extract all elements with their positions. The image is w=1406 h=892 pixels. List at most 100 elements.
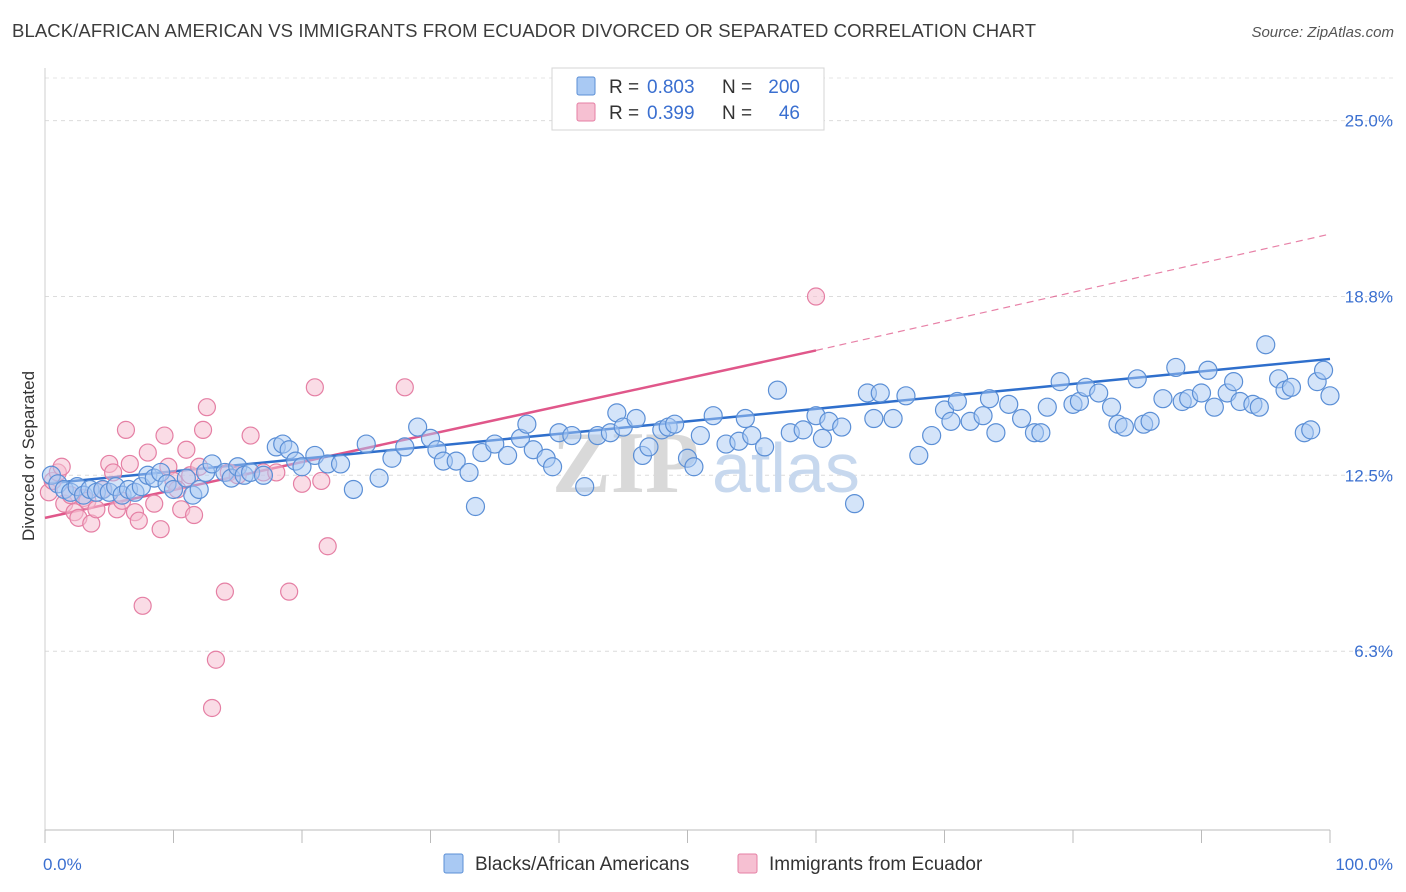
stats-legend-box — [551, 67, 825, 131]
trendline-ecuador-extension — [815, 233, 1331, 352]
point-black-71 — [665, 414, 685, 434]
point-black-74 — [690, 425, 710, 446]
point-black-138 — [1313, 360, 1334, 380]
legend-r-label-1: R = — [609, 103, 639, 124]
legend-swatch-0 — [576, 76, 596, 96]
point-black-98 — [947, 391, 967, 412]
point-black-58 — [542, 457, 563, 477]
y-axis-label: Divorced or Separated — [19, 371, 38, 541]
series-black-points — [41, 335, 1340, 517]
point-black-40 — [356, 434, 376, 454]
point-black-95 — [922, 425, 942, 446]
gridlines — [45, 77, 1395, 652]
point-black-92 — [883, 408, 903, 429]
point-black-66 — [626, 408, 646, 429]
y-tick-labels: 6.3% 12.5% 18.8% 25.0% — [1345, 112, 1393, 662]
legend-n-label-1: N = — [722, 103, 752, 124]
point-black-90 — [864, 408, 884, 429]
point-black-120 — [1166, 357, 1186, 378]
point-black-102 — [986, 423, 1006, 443]
point-ecuador-50 — [806, 287, 826, 306]
point-black-118 — [1140, 411, 1160, 431]
point-black-130 — [1249, 397, 1269, 417]
point-black-107 — [1037, 397, 1057, 417]
point-ecuador-18 — [120, 454, 139, 474]
point-black-55 — [517, 414, 537, 434]
point-black-68 — [639, 437, 659, 457]
point-ecuador-45 — [292, 474, 312, 493]
point-ecuador-32 — [184, 505, 204, 525]
series-ecuador-points — [39, 287, 826, 718]
point-ecuador-21 — [133, 596, 152, 615]
point-black-75 — [703, 406, 723, 426]
legend-swatch-black — [443, 853, 464, 874]
point-ecuador-20 — [129, 511, 148, 530]
point-black-97 — [941, 411, 961, 431]
x-tick-labels: 0.0% 100.0% — [43, 855, 1393, 874]
legend-swatch-1 — [576, 102, 596, 122]
point-black-88 — [844, 494, 865, 514]
y-tick-label-0: 6.3% — [1354, 642, 1393, 661]
point-black-30 — [253, 465, 274, 485]
point-ecuador-30 — [177, 440, 196, 459]
point-black-100 — [973, 406, 993, 426]
series-legend: Blacks/African Americans Immigrants from … — [443, 853, 983, 875]
point-black-43 — [395, 437, 415, 457]
point-black-93 — [896, 386, 916, 406]
legend-n-value-1: 46 — [779, 103, 800, 124]
point-black-112 — [1089, 383, 1109, 403]
point-black-108 — [1050, 372, 1070, 392]
point-black-87 — [832, 417, 852, 437]
point-black-134 — [1281, 377, 1302, 397]
axes — [44, 68, 1331, 843]
point-black-42 — [382, 448, 402, 468]
point-black-101 — [979, 389, 1000, 409]
point-ecuador-41 — [241, 426, 260, 445]
point-black-123 — [1191, 383, 1212, 403]
point-black-116 — [1127, 369, 1147, 389]
point-black-19 — [163, 479, 184, 500]
point-ecuador-36 — [202, 698, 222, 718]
stats-legend: R = 0.803 N = 200 R = 0.399 N = 46 — [551, 67, 825, 131]
point-black-41 — [369, 468, 389, 488]
point-black-60 — [562, 425, 582, 446]
chart-title: BLACK/AFRICAN AMERICAN VS IMMIGRANTS FRO… — [12, 20, 1037, 41]
legend-label-black: Blacks/African Americans — [475, 854, 689, 875]
point-ecuador-49 — [395, 378, 414, 397]
point-ecuador-35 — [197, 398, 217, 417]
point-black-119 — [1153, 389, 1173, 409]
point-black-81 — [767, 380, 788, 400]
point-black-73 — [684, 457, 704, 477]
y-tick-label-2: 18.8% — [1345, 288, 1393, 307]
point-ecuador-37 — [206, 650, 226, 669]
point-black-35 — [292, 457, 312, 477]
legend-label-ecuador: Immigrants from Ecuador — [769, 854, 983, 875]
point-black-127 — [1224, 372, 1244, 392]
point-black-85 — [812, 428, 833, 448]
point-ecuador-24 — [151, 520, 170, 539]
source-credit: Source: ZipAtlas.com — [1251, 24, 1394, 41]
legend-n-value-0: 200 — [768, 77, 800, 98]
point-black-44 — [408, 417, 428, 437]
point-black-83 — [793, 420, 813, 440]
point-black-49 — [459, 462, 479, 483]
point-black-53 — [498, 445, 518, 466]
point-black-78 — [735, 408, 755, 429]
point-black-22 — [189, 479, 209, 500]
point-ecuador-48 — [318, 537, 337, 556]
trendline-black — [44, 357, 1331, 486]
y-tick-label-3: 25.0% — [1345, 112, 1393, 131]
point-ecuador-23 — [145, 494, 164, 513]
point-black-125 — [1204, 397, 1224, 417]
point-black-103 — [999, 394, 1019, 414]
legend-n-label-0: N = — [722, 77, 752, 98]
x-tick-label-min: 0.0% — [43, 855, 82, 874]
point-black-94 — [909, 445, 929, 466]
point-black-50 — [465, 496, 486, 517]
point-black-124 — [1198, 360, 1218, 380]
point-black-20 — [176, 468, 196, 488]
point-black-61 — [575, 477, 595, 497]
point-ecuador-17 — [116, 420, 136, 439]
point-black-52 — [485, 434, 505, 454]
